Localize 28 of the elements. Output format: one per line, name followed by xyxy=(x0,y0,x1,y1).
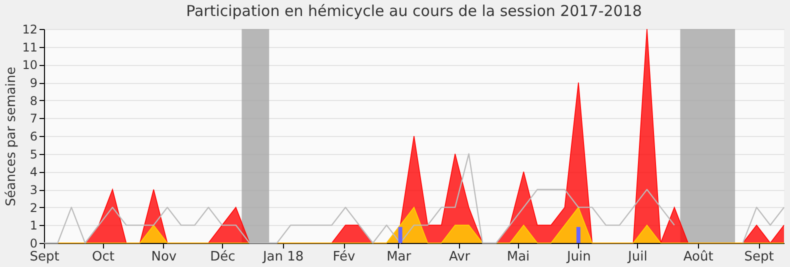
x-tick-label: Fév xyxy=(332,250,356,264)
y-tick-label: 3 xyxy=(30,183,38,197)
y-tick-label: 6 xyxy=(30,130,38,144)
x-tick-label: Mai xyxy=(506,250,530,264)
y-tick-label: 1 xyxy=(30,218,38,233)
x-tick-label: Sept xyxy=(30,250,60,264)
x-tick-label: Nov xyxy=(151,250,177,264)
y-tick-label: 11 xyxy=(22,40,38,54)
y-tick-label: 4 xyxy=(30,165,38,180)
x-tick-label: Mar xyxy=(386,250,412,264)
x-tick-label: Déc xyxy=(210,250,236,264)
x-tick-label: Août xyxy=(683,250,714,264)
y-tick-label: 9 xyxy=(30,76,38,90)
x-tick-label: Avr xyxy=(448,250,471,264)
y-axis-title: Séances par semaine xyxy=(4,66,20,206)
x-tick-label: Jan 18 xyxy=(262,250,304,264)
y-tick-label: 8 xyxy=(30,94,38,108)
y-tick-label: 0 xyxy=(30,236,38,250)
y-tick-label: 5 xyxy=(30,147,38,162)
x-tick-label: Juin xyxy=(566,250,591,264)
y-tick-label: 10 xyxy=(22,58,38,72)
y-tick-label: 2 xyxy=(30,200,38,215)
y-tick-label: 7 xyxy=(30,112,38,126)
x-tick-label: Oct xyxy=(92,250,114,264)
chart-title: Participation en hémicycle au cours de la session 2017-2018 xyxy=(186,2,642,20)
x-tick-label: Juil xyxy=(627,250,648,264)
y-tick-label: 12 xyxy=(22,22,38,36)
x-tick-label: Sept xyxy=(744,250,774,264)
